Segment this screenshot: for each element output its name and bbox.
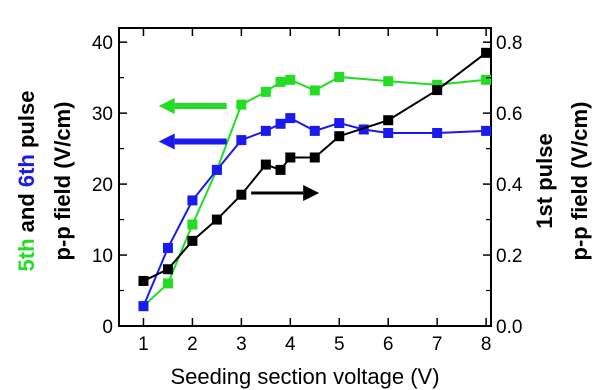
plot-frame (118, 27, 492, 327)
x-tick-label: 5 (334, 334, 345, 355)
data-point-series-1 (481, 125, 492, 136)
data-point-series-2 (211, 214, 222, 225)
data-point-series-2 (187, 235, 198, 246)
data-point-series-0 (260, 86, 271, 97)
data-point-series-0 (236, 99, 247, 110)
left-axis-title-part-3: pulse (14, 91, 39, 155)
data-point-series-2 (309, 152, 320, 163)
x-tick-label: 8 (481, 334, 492, 355)
data-point-series-1 (138, 301, 149, 312)
data-point-series-1 (432, 128, 443, 139)
x-tick-label: 3 (236, 334, 247, 355)
series-line-1 (142, 116, 487, 307)
x-tick-label: 1 (138, 334, 149, 355)
left-tick-label: 10 (92, 246, 113, 267)
right-tick-label: 0.6 (496, 104, 522, 125)
axis-arrow-head-2 (303, 184, 320, 201)
data-point-series-0 (187, 219, 198, 230)
data-point-series-2 (432, 85, 443, 96)
x-tick-label: 7 (432, 334, 443, 355)
data-point-series-2 (275, 164, 286, 175)
left-tick-label: 30 (92, 104, 113, 125)
x-tick-label: 4 (285, 334, 296, 355)
data-point-series-1 (236, 135, 247, 146)
data-point-series-1 (334, 118, 345, 129)
data-point-series-0 (383, 76, 394, 87)
right-tick-label: 0.8 (496, 33, 522, 54)
data-point-series-1 (358, 124, 369, 135)
right-tick-label: 0.0 (496, 317, 522, 338)
data-point-series-0 (285, 74, 296, 85)
data-point-series-2 (236, 189, 247, 200)
right-axis-title-line2: p-p field (V/cm) (567, 102, 592, 261)
left-axis-title-line2: p-p field (V/cm) (50, 102, 75, 261)
data-point-series-0 (162, 278, 173, 289)
x-tick-label: 6 (383, 334, 394, 355)
data-point-series-2 (260, 159, 271, 170)
data-point-series-0 (309, 85, 320, 96)
data-point-series-2 (138, 275, 149, 286)
left-axis-title-line1: 5th and 6th pulse (14, 91, 39, 272)
left-axis-title-part-2: 6th (14, 154, 39, 187)
data-point-series-2 (481, 47, 492, 58)
x-tick-label: 2 (187, 334, 198, 355)
left-axis-title-part-1: and (14, 187, 39, 238)
axis-arrow-head-1 (158, 133, 175, 150)
data-point-series-1 (285, 113, 296, 124)
data-point-series-1 (187, 195, 198, 206)
data-point-series-1 (383, 128, 394, 139)
data-point-series-2 (285, 152, 296, 163)
data-point-series-2 (162, 264, 173, 275)
data-point-series-1 (309, 125, 320, 136)
right-axis-title-line1: 1st pulse (532, 133, 557, 228)
right-tick-label: 0.4 (496, 175, 523, 196)
left-tick-label: 40 (92, 33, 113, 54)
right-tick-label: 0.2 (496, 246, 522, 267)
data-point-series-1 (260, 125, 271, 136)
data-point-series-1 (275, 118, 286, 129)
data-point-series-2 (383, 115, 394, 126)
data-point-series-1 (211, 164, 222, 175)
data-point-series-0 (275, 76, 286, 87)
data-point-series-1 (162, 242, 173, 253)
data-point-series-2 (334, 131, 345, 142)
left-tick-label: 0 (102, 317, 113, 338)
data-point-series-0 (432, 79, 443, 90)
axis-arrow-head-0 (158, 98, 175, 115)
left-axis-title-part-0: 5th (14, 238, 39, 271)
left-tick-label: 20 (92, 175, 113, 196)
data-point-series-0 (481, 74, 492, 85)
x-axis-title: Seeding section voltage (V) (170, 364, 439, 389)
data-point-series-0 (334, 71, 345, 82)
